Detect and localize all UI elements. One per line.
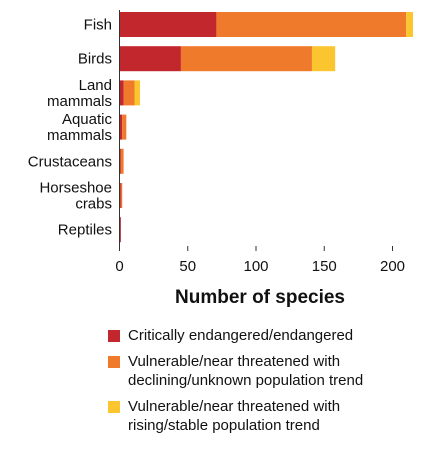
category-label-line: Land <box>79 77 112 94</box>
category-label-line: Birds <box>78 51 112 68</box>
category-label-crustaceans: Crustaceans <box>28 153 112 170</box>
x-tick-label: 50 <box>179 258 196 275</box>
legend-item: Vulnerable/near threatened with declining… <box>108 352 428 390</box>
legend-swatch <box>108 401 120 413</box>
category-label-reptiles: Reptiles <box>58 222 112 239</box>
x-tick-label: 100 <box>243 258 268 275</box>
bar-birds-series-2 <box>180 46 312 72</box>
bar-reptiles-series-1 <box>119 217 121 243</box>
category-label-horseshoe-crabs: Horseshoe crabs <box>39 180 112 213</box>
bar-fish-series-1 <box>119 12 217 37</box>
legend-label: Vulnerable/near threatened with declining… <box>128 352 363 390</box>
bar-aquatic-mammals-series-1 <box>119 114 123 140</box>
legend-swatch <box>108 356 120 368</box>
bar-crustaceans-series-1 <box>119 148 121 174</box>
bar-horseshoe-crabs-series-2 <box>120 183 123 208</box>
bar-land-mammals-series-3 <box>134 80 140 106</box>
legend-swatch <box>108 330 120 342</box>
legend-label: Vulnerable/near threatened with rising/st… <box>128 397 340 435</box>
bar-birds-series-3 <box>311 46 336 72</box>
legend-label-line: Vulnerable/near threatened with <box>128 398 341 415</box>
category-label-line: crabs <box>75 196 112 213</box>
category-label-fish: Fish <box>84 17 112 34</box>
bar-land-mammals-series-2 <box>123 80 135 106</box>
bar-crustaceans-series-2 <box>120 148 124 174</box>
category-label-line: Aquatic <box>62 111 113 128</box>
x-tick-label: 150 <box>312 258 337 275</box>
category-label-line: mammals <box>47 127 112 144</box>
legend-label-line: Vulnerable/near threatened with <box>128 353 341 370</box>
bar-birds-series-1 <box>119 46 181 72</box>
category-label-line: mammals <box>47 93 112 110</box>
bar-aquatic-mammals-series-2 <box>122 114 127 140</box>
legend-label-line: Critically endangered/endangered <box>128 327 354 344</box>
bar-horseshoe-crabs-series-1 <box>119 183 121 208</box>
bars-group <box>119 12 413 243</box>
x-axis-title: Number of species <box>175 287 345 308</box>
x-tick-label: 0 <box>115 258 123 275</box>
category-label-line: Reptiles <box>58 222 112 239</box>
x-tick-label: 200 <box>380 258 405 275</box>
legend-label-line: declining/unknown population trend <box>128 372 364 389</box>
legend-item: Vulnerable/near threatened with rising/st… <box>108 397 428 435</box>
category-label-aquatic-mammals: Aquatic mammals <box>47 111 113 144</box>
bar-fish-series-3 <box>406 12 413 37</box>
bar-land-mammals-series-1 <box>119 80 124 106</box>
legend-label: Critically endangered/endangered <box>128 326 353 345</box>
category-label-line: Horseshoe <box>39 180 112 197</box>
legend-item: Critically endangered/endangered <box>108 326 428 345</box>
category-label-line: Fish <box>84 17 112 34</box>
legend: Critically endangered/endangered Vulnerab… <box>108 326 428 442</box>
bar-fish-series-2 <box>216 12 407 37</box>
x-axis-ticks: 0 50 100 150 200 <box>115 246 405 275</box>
legend-label-line: rising/stable population trend <box>128 417 320 434</box>
category-label-line: Crustaceans <box>28 153 112 170</box>
category-label-birds: Birds <box>78 51 112 68</box>
category-label-land-mammals: Land mammals <box>47 77 112 110</box>
